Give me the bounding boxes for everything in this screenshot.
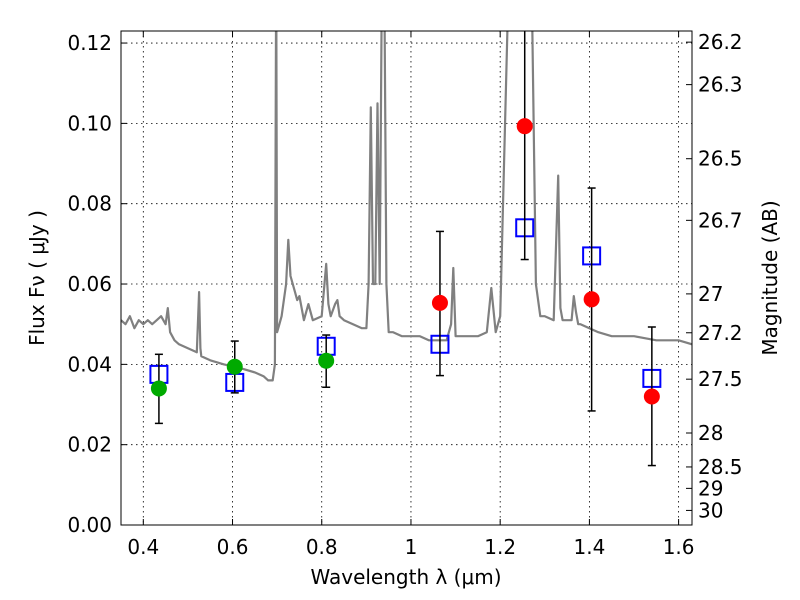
- x-tick-label: 1.4: [573, 535, 605, 559]
- y-tick-label: 0.10: [67, 111, 112, 135]
- y2-tick-label: 26.2: [698, 30, 743, 54]
- y2-tick-label: 26.5: [698, 147, 743, 171]
- x-tick-label: 1: [405, 535, 418, 559]
- observed-point: [516, 118, 533, 135]
- y-tick-label: 0.04: [67, 352, 112, 376]
- y2-tick-label: 28.5: [698, 455, 743, 479]
- observed-point: [583, 291, 600, 308]
- y2-tick-label: 30: [698, 498, 723, 522]
- x-tick-label: 0.6: [217, 535, 249, 559]
- observed-point: [431, 294, 448, 311]
- y-axis-title: Flux Fν ( μJy ): [25, 210, 49, 346]
- y2-tick-label: 26.3: [698, 73, 743, 97]
- y-tick-label: 0.08: [67, 192, 112, 216]
- observed-point: [318, 352, 335, 369]
- y2-axis-title: Magnitude (AB): [758, 200, 782, 355]
- y-tick-label: 0.00: [67, 513, 112, 537]
- x-tick-label: 0.8: [306, 535, 338, 559]
- observed-point: [150, 380, 167, 397]
- plot-area: [121, 31, 692, 467]
- y2-tick-label: 27.2: [698, 321, 743, 345]
- grid: [121, 31, 692, 525]
- observed-point: [643, 388, 660, 405]
- axes: 0.4 0.6 0.8 1 1.2 1.4 1.6 0.00 0.02 0.04 0.06 0.08 0…: [67, 30, 742, 559]
- x-tick-label: 1.6: [663, 535, 695, 559]
- y2-tick-label: 26.7: [698, 208, 743, 232]
- x-tick-label: 0.4: [127, 535, 159, 559]
- y2-tick-label: 27.5: [698, 367, 743, 391]
- observed-point: [226, 358, 243, 375]
- y2-tick-label: 29: [698, 476, 723, 500]
- x-tick-label: 1.2: [484, 535, 516, 559]
- x-axis-title: Wavelength λ (μm): [310, 565, 501, 589]
- y2-tick-label: 28: [698, 421, 723, 445]
- y2-tick-label: 27: [698, 282, 723, 306]
- y-tick-label: 0.06: [67, 272, 112, 296]
- y-tick-label: 0.02: [67, 433, 112, 457]
- spectrum-line: [121, 31, 692, 382]
- y-tick-label: 0.12: [67, 31, 112, 55]
- plot-frame: [120, 30, 693, 526]
